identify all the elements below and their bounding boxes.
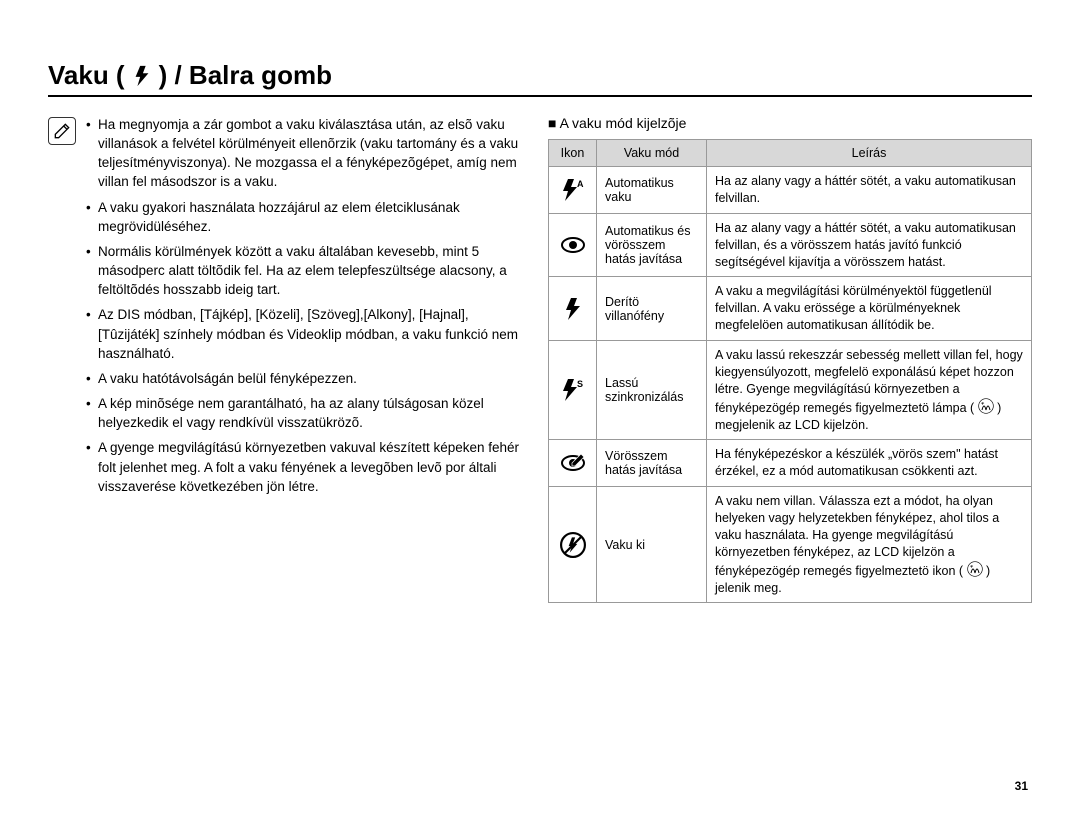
page-title: Vaku ( ) / Balra gomb xyxy=(48,60,1032,97)
content-columns: Ha megnyomja a zár gombot a vaku kiválas… xyxy=(48,115,1032,603)
mode-cell: Vaku ki xyxy=(597,487,707,603)
flash-auto-icon xyxy=(560,177,586,203)
th-mode: Vaku mód xyxy=(597,140,707,167)
icon-cell xyxy=(549,487,597,603)
table-header-row: Ikon Vaku mód Leírás xyxy=(549,140,1032,167)
page-number: 31 xyxy=(1015,779,1028,793)
mode-cell: Vörösszem hatás javítása xyxy=(597,440,707,487)
icon-cell xyxy=(549,440,597,487)
icon-cell xyxy=(549,277,597,341)
table-row: Automatikus vaku Ha az alany vagy a hátt… xyxy=(549,167,1032,214)
th-desc: Leírás xyxy=(707,140,1032,167)
desc-before: A vaku nem villan. Válassza ezt a módot,… xyxy=(715,494,999,578)
table-row: Vaku ki A vaku nem villan. Válassza ezt … xyxy=(549,487,1032,603)
eye-fix-icon xyxy=(560,451,586,475)
flash-s-icon xyxy=(560,377,586,403)
bullet-item: A gyenge megvilágítású környezetben vaku… xyxy=(86,438,520,495)
title-part1: Vaku ( xyxy=(48,60,125,91)
bullet-item: A vaku gyakori használata hozzájárul az … xyxy=(86,198,520,236)
table-row: Lassú szinkronizálás A vaku lassú rekesz… xyxy=(549,341,1032,440)
table-row: Automatikus és vörösszem hatás javítása … xyxy=(549,213,1032,277)
mode-cell: Automatikus és vörösszem hatás javítása xyxy=(597,213,707,277)
flash-icon xyxy=(561,296,585,322)
eye-icon xyxy=(560,233,586,257)
flash-icon xyxy=(131,63,153,89)
title-part2: ) / Balra gomb xyxy=(159,60,332,91)
flash-mode-table: Ikon Vaku mód Leírás Automatikus vaku Ha… xyxy=(548,139,1032,603)
desc-cell: Ha az alany vagy a háttér sötét, a vaku … xyxy=(707,213,1032,277)
flash-off-icon xyxy=(560,532,586,558)
bullet-item: Normális körülmények között a vaku által… xyxy=(86,242,520,299)
shake-icon xyxy=(967,561,983,577)
mode-cell: Lassú szinkronizálás xyxy=(597,341,707,440)
desc-cell: A vaku lassú rekeszzár sebesség mellett … xyxy=(707,341,1032,440)
icon-cell xyxy=(549,167,597,214)
table-row: Vörösszem hatás javítása Ha fényképezésk… xyxy=(549,440,1032,487)
mode-cell: Automatikus vaku xyxy=(597,167,707,214)
bullet-item: Ha megnyomja a zár gombot a vaku kiválas… xyxy=(86,115,520,192)
note-icon xyxy=(48,117,76,145)
table-row: Derítö villanófény A vaku a megvilágítás… xyxy=(549,277,1032,341)
bullet-item: A vaku hatótávolságán belül fényképezzen… xyxy=(86,369,520,388)
desc-cell: A vaku a megvilágítási körülményektöl fü… xyxy=(707,277,1032,341)
bullet-item: A kép minõsége nem garantálható, ha az a… xyxy=(86,394,520,432)
table-subhead: A vaku mód kijelzõje xyxy=(548,115,1032,131)
shake-icon xyxy=(978,398,994,414)
desc-cell: Ha az alany vagy a háttér sötét, a vaku … xyxy=(707,167,1032,214)
mode-cell: Derítö villanófény xyxy=(597,277,707,341)
desc-before: A vaku lassú rekeszzár sebesség mellett … xyxy=(715,348,1023,415)
desc-cell: A vaku nem villan. Válassza ezt a módot,… xyxy=(707,487,1032,603)
notes-column: Ha megnyomja a zár gombot a vaku kiválas… xyxy=(48,115,520,603)
icon-cell xyxy=(549,341,597,440)
bullet-item: Az DIS módban, [Tájkép], [Közeli], [Szöv… xyxy=(86,305,520,362)
icon-cell xyxy=(549,213,597,277)
table-column: A vaku mód kijelzõje Ikon Vaku mód Leírá… xyxy=(548,115,1032,603)
desc-cell: Ha fényképezéskor a készülék „vörös szem… xyxy=(707,440,1032,487)
th-icon: Ikon xyxy=(549,140,597,167)
bullet-list: Ha megnyomja a zár gombot a vaku kiválas… xyxy=(86,115,520,603)
